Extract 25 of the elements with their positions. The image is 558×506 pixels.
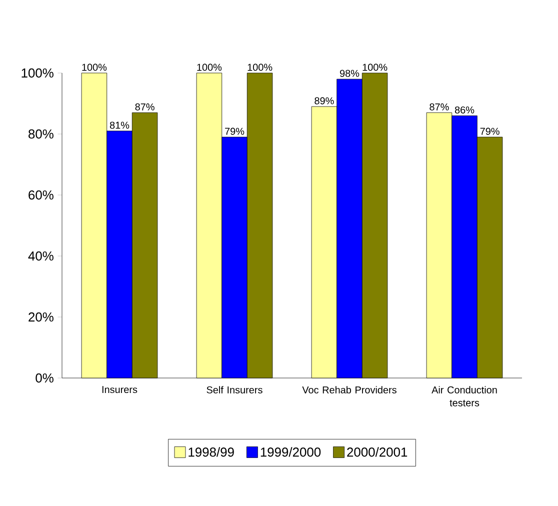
x-tick-label: Voc Rehab Providers	[302, 386, 396, 394]
legend-label: 1999/2000	[260, 447, 321, 457]
data-label: 87%	[430, 103, 449, 110]
data-label: 81%	[110, 122, 130, 129]
x-tick-label: Self Insurers	[206, 386, 262, 394]
data-label: 87%	[135, 103, 154, 110]
y-tick-label: 40%	[28, 251, 54, 261]
y-tick-label: 60%	[28, 190, 54, 200]
data-label: 100%	[362, 64, 388, 71]
y-tick-label: 20%	[28, 312, 54, 322]
y-tick-label: 100%	[22, 68, 54, 78]
data-label: 79%	[480, 128, 500, 135]
legend-label: 2000/2001	[347, 447, 408, 457]
data-label: 86%	[454, 106, 474, 114]
x-tick-label: Insurers	[102, 386, 138, 394]
data-label: 100%	[248, 64, 272, 71]
data-label: 98%	[340, 70, 360, 77]
legend-label: 1998/99	[188, 447, 234, 457]
x-tick-label: Air Conduction testers	[432, 386, 497, 406]
y-tick-label: 0%	[36, 373, 54, 383]
data-label: 100%	[82, 64, 107, 71]
data-label: 100%	[197, 64, 222, 71]
data-label: 79%	[225, 128, 244, 135]
data-label: 89%	[314, 97, 334, 104]
y-tick-label: 80%	[28, 129, 54, 139]
